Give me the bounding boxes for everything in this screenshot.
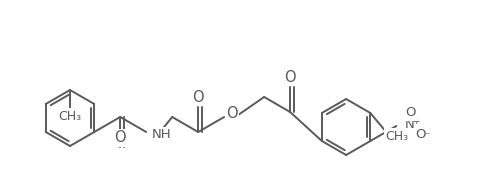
- Text: NH: NH: [152, 128, 172, 142]
- Text: +: +: [412, 117, 420, 126]
- Text: O: O: [284, 70, 296, 85]
- Text: O: O: [415, 127, 426, 141]
- Text: ⁻: ⁻: [425, 131, 430, 141]
- Text: N: N: [404, 118, 414, 132]
- Text: O: O: [405, 107, 416, 119]
- Text: CH₃: CH₃: [385, 129, 408, 142]
- Text: O: O: [115, 131, 126, 146]
- Text: CH₃: CH₃: [58, 109, 82, 122]
- Text: O: O: [226, 107, 238, 122]
- Text: O: O: [192, 90, 204, 105]
